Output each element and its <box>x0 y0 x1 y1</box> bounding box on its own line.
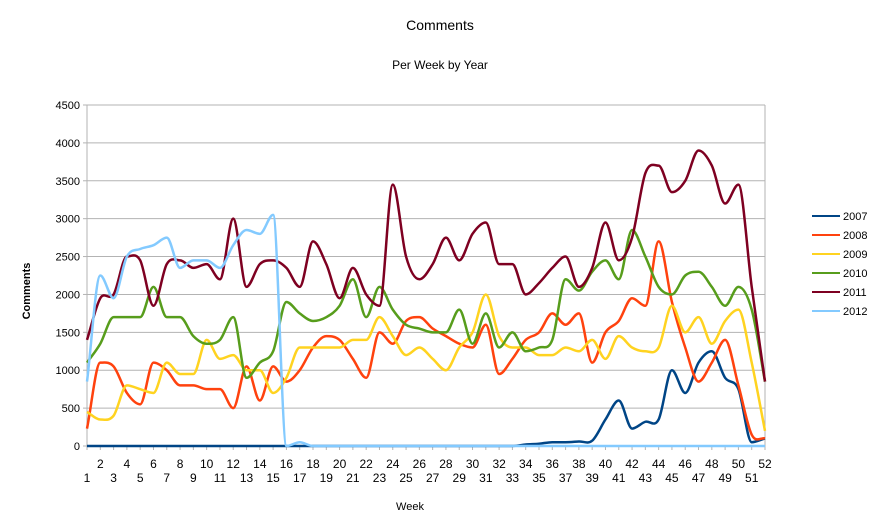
x-tick-label: 30 <box>466 457 480 471</box>
y-axis-label: Comments <box>21 263 33 320</box>
series-line-2007 <box>86 350 766 448</box>
y-tick-label: 0 <box>74 441 80 453</box>
x-tick-label: 11 <box>214 471 227 485</box>
x-tick-label: 47 <box>692 471 706 485</box>
x-tick-label: 43 <box>639 471 653 485</box>
x-tick-label: 48 <box>705 457 719 471</box>
y-tick-label: 500 <box>62 403 80 415</box>
x-tick-label: 10 <box>200 457 214 471</box>
y-tick-label: 4000 <box>56 138 80 150</box>
x-tick-label: 12 <box>227 457 241 471</box>
y-tick-label: 1500 <box>56 327 80 339</box>
x-tick-label: 28 <box>439 457 453 471</box>
x-tick-label: 7 <box>163 471 170 485</box>
x-tick-label: 46 <box>679 457 693 471</box>
x-tick-label: 16 <box>280 457 294 471</box>
x-tick-label: 13 <box>240 471 254 485</box>
chart-subtitle: Per Week by Year <box>392 58 488 72</box>
y-tick-label: 2000 <box>56 289 80 301</box>
x-tick-label: 27 <box>426 471 440 485</box>
x-tick-label: 40 <box>599 457 613 471</box>
x-tick-label: 9 <box>190 471 197 485</box>
x-tick-label: 14 <box>253 457 267 471</box>
legend-label-2007: 2007 <box>843 211 867 223</box>
x-tick-label: 39 <box>585 471 599 485</box>
x-tick-label: 18 <box>306 457 320 471</box>
y-tick-label: 1000 <box>56 365 80 377</box>
chart-title: Comments <box>406 17 474 33</box>
y-tick-label: 2500 <box>56 252 80 264</box>
x-axis-ticks: 1234567891011121314151617181920212223242… <box>84 446 772 485</box>
x-tick-label: 41 <box>612 471 626 485</box>
x-tick-label: 20 <box>333 457 347 471</box>
x-tick-label: 6 <box>150 457 157 471</box>
x-tick-label: 3 <box>110 471 117 485</box>
x-tick-label: 38 <box>572 457 586 471</box>
series-line-2012 <box>85 213 765 448</box>
y-tick-label: 3500 <box>56 176 80 188</box>
y-tick-label: 4500 <box>56 100 80 112</box>
series-line-2008 <box>85 240 766 441</box>
x-tick-label: 17 <box>293 471 307 485</box>
x-tick-label: 5 <box>137 471 144 485</box>
x-tick-label: 26 <box>413 457 427 471</box>
y-tick-label: 3000 <box>56 214 80 226</box>
x-tick-label: 34 <box>519 457 533 471</box>
x-tick-label: 32 <box>492 457 506 471</box>
x-tick-label: 29 <box>453 471 467 485</box>
gridlines <box>86 104 766 447</box>
x-tick-label: 8 <box>177 457 184 471</box>
x-tick-label: 49 <box>718 471 732 485</box>
x-tick-label: 24 <box>386 457 400 471</box>
x-axis-label: Week <box>396 501 424 513</box>
x-tick-label: 31 <box>479 471 493 485</box>
x-tick-label: 35 <box>532 471 546 485</box>
series-line-2010 <box>85 228 767 382</box>
x-tick-label: 37 <box>559 471 573 485</box>
x-tick-label: 1 <box>84 471 91 485</box>
x-tick-label: 15 <box>266 471 280 485</box>
x-tick-label: 22 <box>359 457 373 471</box>
legend-label-2012: 2012 <box>843 306 867 318</box>
x-tick-label: 19 <box>320 471 334 485</box>
series-lines <box>85 149 767 448</box>
x-tick-label: 45 <box>665 471 679 485</box>
x-tick-label: 33 <box>506 471 520 485</box>
x-tick-label: 4 <box>124 457 131 471</box>
legend-label-2008: 2008 <box>843 230 867 242</box>
legend-label-2011: 2011 <box>843 287 867 299</box>
x-tick-label: 2 <box>97 457 104 471</box>
series-line-2011 <box>85 149 767 382</box>
x-tick-label: 21 <box>346 471 360 485</box>
x-tick-label: 51 <box>745 471 759 485</box>
x-tick-label: 36 <box>546 457 560 471</box>
x-tick-label: 23 <box>373 471 387 485</box>
legend-label-2010: 2010 <box>843 268 867 280</box>
series-line-2009 <box>86 293 767 432</box>
x-tick-label: 44 <box>652 457 666 471</box>
legend-label-2009: 2009 <box>843 249 867 261</box>
y-axis-ticks: 0 500 1000 1500 2000 2500 3000 3500 4000 4500 <box>56 100 87 453</box>
x-tick-label: 25 <box>399 471 413 485</box>
x-tick-label: 42 <box>625 457 639 471</box>
legend: 2007 2008 2009 2010 2011 2012 <box>812 211 867 318</box>
x-tick-label: 50 <box>732 457 746 471</box>
x-tick-label: 52 <box>758 457 772 471</box>
